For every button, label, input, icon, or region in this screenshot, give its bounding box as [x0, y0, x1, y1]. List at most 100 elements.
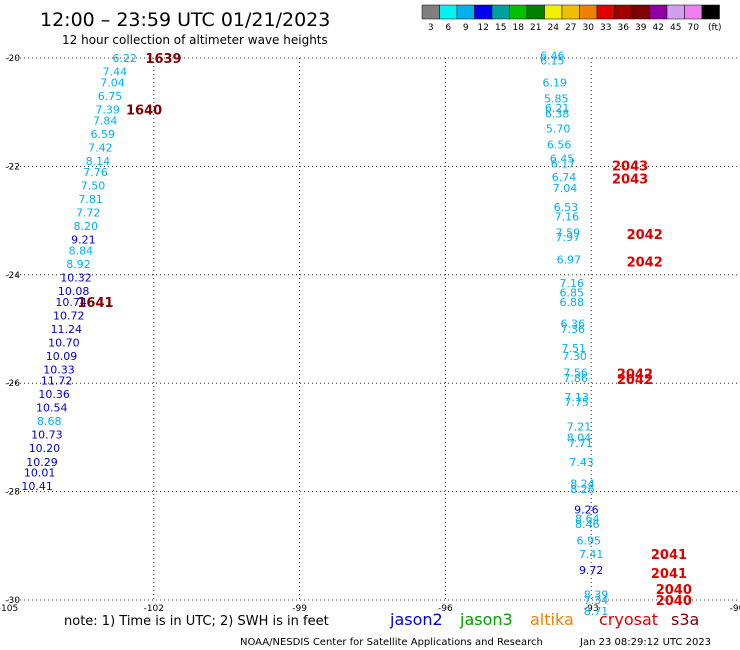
swh-point: 7.43	[569, 456, 594, 469]
color-scale-label: 21	[530, 23, 541, 33]
swh-points: 6.227.447.046.757.397.846.597.428.147.76…	[21, 49, 608, 618]
swh-point: 7.42	[88, 141, 113, 154]
color-scale-label: 42	[653, 23, 664, 33]
swh-point: 8.46	[575, 518, 600, 531]
swh-point: 9.72	[579, 564, 604, 577]
satellite-legend: jason2 jason3 altika cryosat s3a	[389, 610, 699, 629]
swh-point: 7.56	[563, 366, 588, 379]
footnote: note: 1) Time is in UTC; 2) SWH is in fe…	[64, 614, 329, 629]
swh-point: 10.08	[58, 285, 90, 298]
color-scale-label: 24	[548, 23, 560, 33]
swh-point: 8.14	[86, 155, 111, 168]
swh-point: 10.70	[48, 337, 80, 350]
swh-point: 8.71	[584, 605, 609, 618]
color-scale-label: 45	[670, 23, 681, 33]
swh-point: 6.15	[540, 55, 565, 68]
color-scale-label: 9	[463, 23, 469, 33]
swh-point: 6.22	[112, 52, 137, 65]
swh-point: 10.29	[26, 456, 58, 469]
color-swatch	[491, 4, 510, 20]
time-label: 2040	[656, 594, 692, 609]
color-scale-label: 18	[513, 23, 525, 33]
swh-point: 9.26	[574, 503, 599, 516]
swh-point: 6.45	[550, 152, 575, 165]
time-label: 1641	[77, 296, 113, 311]
x-tick-label: -105	[0, 604, 18, 614]
y-axis-ticks: -20 -22 -24 -26 -28 -30	[5, 54, 20, 606]
swh-point: 7.76	[83, 166, 108, 179]
color-scale-label: 15	[495, 23, 506, 33]
color-swatch	[561, 4, 580, 20]
time-label: 1640	[126, 103, 162, 118]
time-label: 2042	[627, 255, 663, 270]
satellite-s3a-label: s3a	[671, 610, 699, 629]
time-label: 2041	[651, 567, 687, 582]
swh-point: 7.16	[560, 277, 585, 290]
color-scale-label: 6	[445, 23, 451, 33]
color-scale-label: 30	[583, 23, 595, 33]
swh-point: 8.20	[74, 220, 99, 233]
swh-point: 10.72	[53, 309, 85, 322]
swh-point: 6.17	[551, 158, 576, 171]
swh-point: 8.04	[567, 431, 592, 444]
color-swatch	[701, 4, 720, 20]
color-scale-label: 36	[618, 23, 630, 33]
color-scale-label: 27	[565, 23, 576, 33]
swh-point: 7.04	[553, 182, 578, 195]
color-swatch	[526, 4, 545, 20]
satellite-cryosat-label: cryosat	[599, 610, 658, 629]
swh-point: 7.72	[76, 206, 101, 219]
time-label: 2040	[656, 583, 692, 598]
swh-point: 7.41	[579, 548, 604, 561]
satellite-altika-label: altika	[530, 610, 574, 629]
swh-point: 8.24	[570, 477, 595, 490]
color-swatch	[579, 4, 598, 20]
time-label: 2042	[627, 228, 663, 243]
swh-point: 6.38	[545, 107, 570, 120]
y-tick-label: -30	[5, 596, 20, 606]
swh-point: 5.70	[546, 122, 571, 135]
swh-point: 6.74	[552, 171, 577, 184]
swh-point: 8.39	[584, 589, 609, 602]
swh-point: 6.97	[557, 254, 582, 267]
credit-text: NOAA/NESDIS Center for Satellite Applica…	[240, 637, 543, 648]
swh-point: 10.20	[29, 442, 61, 455]
color-swatch	[684, 4, 703, 20]
swh-point: 6.56	[547, 139, 572, 152]
time-label: 2042	[617, 373, 653, 388]
swh-point: 7.86	[563, 372, 588, 385]
x-axis-ticks: -105 -102 -99 -96 -93 -90	[0, 604, 740, 614]
color-swatch	[439, 4, 458, 20]
swh-point: 8.64	[575, 513, 600, 526]
y-tick-label: -22	[5, 162, 20, 172]
swh-point: 7.51	[561, 342, 586, 355]
swh-point: 6.36	[560, 318, 585, 331]
time-label: 2043	[612, 159, 648, 174]
color-swatch	[544, 4, 563, 20]
y-tick-label: -26	[5, 379, 20, 389]
color-scale-label: 33	[600, 23, 611, 33]
swh-point: 7.59	[556, 227, 581, 240]
time-label: 2041	[651, 548, 687, 563]
color-scale-label: 39	[635, 23, 647, 33]
swh-point: 6.19	[543, 76, 568, 89]
color-swatch	[509, 4, 528, 20]
time-label: 1639	[145, 52, 181, 67]
swh-point: 9.21	[71, 234, 96, 247]
swh-point: 6.46	[540, 49, 565, 62]
swh-point: 7.44	[103, 66, 128, 79]
swh-point: 7.75	[564, 396, 589, 409]
time-label: 2042	[617, 367, 653, 382]
swh-point: 7.04	[100, 76, 125, 89]
swh-point: 8.26	[570, 483, 595, 496]
swh-point: 7.97	[556, 231, 581, 244]
time-labels: 1639164016412043204320422042204220422041…	[77, 52, 692, 609]
swh-point: 10.74	[55, 296, 87, 309]
swh-point: 5.85	[544, 93, 569, 106]
x-tick-label: -99	[292, 604, 307, 614]
x-tick-label: -96	[438, 604, 453, 614]
swh-point: 7.50	[81, 179, 106, 192]
color-swatch	[649, 4, 668, 20]
swh-point: 6.88	[560, 296, 585, 309]
swh-point: 10.32	[60, 272, 92, 285]
